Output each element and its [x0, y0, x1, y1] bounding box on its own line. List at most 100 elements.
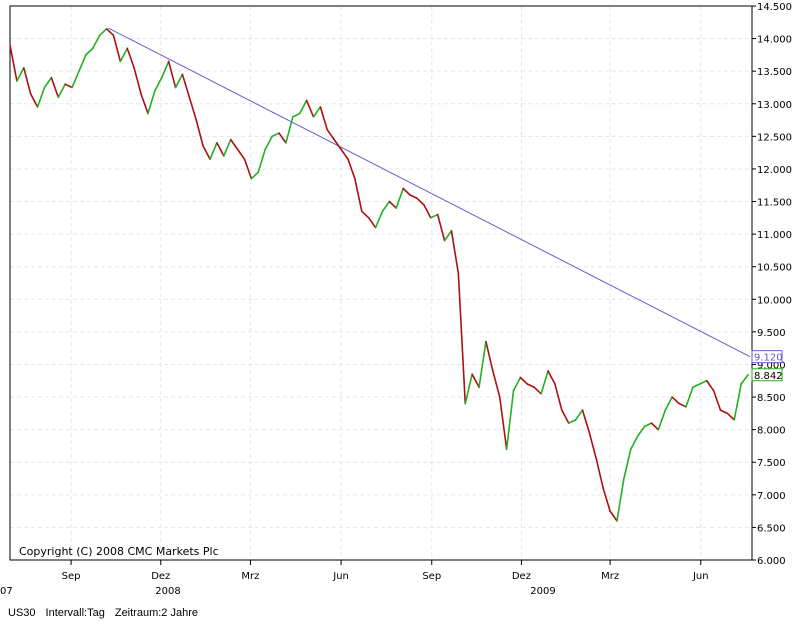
price-segment — [147, 89, 156, 115]
x-tick-label: Dez — [512, 571, 531, 582]
price-segment — [292, 112, 301, 118]
price-segment — [388, 200, 398, 209]
price-segment — [85, 47, 94, 56]
price-segment — [602, 487, 611, 512]
y-tick-label: 9.000 — [757, 360, 786, 371]
price-segment — [443, 230, 453, 242]
x-tick-label: Sep — [62, 571, 81, 582]
price-segment — [126, 47, 135, 69]
price-segment — [581, 409, 591, 434]
x-tick-label: Mrz — [241, 571, 259, 582]
price-segment — [540, 370, 549, 395]
price-segment — [436, 213, 446, 242]
price-segment — [50, 76, 60, 99]
grid — [10, 5, 752, 561]
x-tick-label: Sep — [422, 571, 441, 582]
price-segment — [57, 83, 66, 99]
price-segment — [16, 67, 25, 82]
y-tick-label: 11.500 — [757, 198, 792, 209]
x-tick-label: Mrz — [601, 571, 619, 582]
price-segment — [512, 376, 522, 392]
y-tick-label: 12.500 — [757, 132, 792, 143]
price-series — [9, 28, 749, 522]
price-segment — [181, 73, 198, 121]
y-tick-label: 8.000 — [757, 426, 786, 437]
price-segment — [112, 34, 122, 63]
price-segment — [574, 409, 584, 421]
price-segment — [360, 210, 370, 219]
price-segment — [367, 217, 377, 229]
price-segment — [22, 67, 32, 95]
price-segment — [340, 148, 349, 160]
x-tick-label: Dez — [151, 571, 170, 582]
price-segment — [498, 396, 508, 451]
price-segment — [374, 210, 384, 229]
price-segment — [402, 187, 411, 196]
price-segment — [450, 230, 460, 275]
copyright: Copyright (C) 2008 CMC Markets Plc — [19, 545, 219, 558]
period-label: Zeitraum:2 Jahre — [114, 606, 198, 619]
y-tick-label: 13.500 — [757, 67, 792, 78]
footer-bar: US30 Intervall:Tag Zeitraum:2 Jahre — [0, 600, 800, 625]
y-tick-label: 6.000 — [757, 556, 786, 567]
price-segment — [526, 383, 536, 389]
price-segment — [685, 386, 694, 408]
y-tick-label: 7.000 — [757, 491, 786, 502]
y-tick-label: 12.000 — [757, 165, 792, 176]
price-segment — [195, 119, 204, 147]
price-segment — [174, 73, 184, 89]
price-segment — [202, 145, 211, 160]
price-segment — [623, 448, 632, 480]
price-segment — [609, 510, 618, 522]
x-tick-label: Jun — [332, 571, 349, 582]
price-segment — [133, 67, 142, 95]
price-segment — [395, 187, 404, 209]
price-segment — [160, 60, 170, 79]
price-segment — [167, 60, 177, 89]
trendline-value-label: 9.120 — [754, 353, 783, 364]
price-segment — [464, 373, 473, 405]
price-segment — [9, 44, 18, 82]
price-segment — [726, 412, 736, 421]
price-segment — [105, 28, 115, 37]
price-segment — [657, 409, 667, 431]
price-segment — [471, 373, 480, 389]
value-labels: 9.120 8.842 — [751, 350, 783, 382]
price-segment — [305, 99, 315, 118]
interval-label: Intervall:Tag — [45, 606, 105, 619]
price-segment — [492, 370, 501, 398]
price-segment — [298, 99, 308, 115]
price-segment — [43, 76, 53, 89]
price-segment — [78, 54, 87, 72]
y-tick-label: 7.500 — [757, 458, 786, 469]
price-segment — [478, 340, 487, 389]
price-segment — [733, 383, 742, 421]
price-segment — [250, 171, 260, 180]
y-tick-label: 14.000 — [757, 35, 792, 46]
price-segment — [91, 34, 101, 50]
price-segment — [705, 379, 715, 392]
price-segment — [533, 386, 542, 395]
price-segment — [119, 47, 129, 63]
price-segment — [588, 432, 598, 460]
y-tick-label: 10.000 — [757, 295, 792, 306]
last-value-box — [751, 368, 783, 382]
price-segment — [264, 135, 273, 151]
price-segment — [416, 197, 425, 206]
price-segment — [381, 200, 391, 213]
price-segment — [209, 142, 218, 160]
last-value-label: 8.842 — [754, 371, 783, 382]
price-segment — [567, 419, 577, 424]
trendline-value-box — [751, 350, 783, 364]
price-segment — [423, 203, 432, 219]
price-segment — [485, 340, 494, 372]
price-segment — [650, 422, 660, 431]
price-segment — [285, 116, 294, 144]
price-segment — [278, 132, 287, 144]
price-segment — [457, 272, 467, 405]
price-segment — [333, 138, 342, 151]
price-segment — [243, 158, 253, 180]
price-segment — [216, 142, 225, 157]
plot-frame — [9, 5, 753, 561]
